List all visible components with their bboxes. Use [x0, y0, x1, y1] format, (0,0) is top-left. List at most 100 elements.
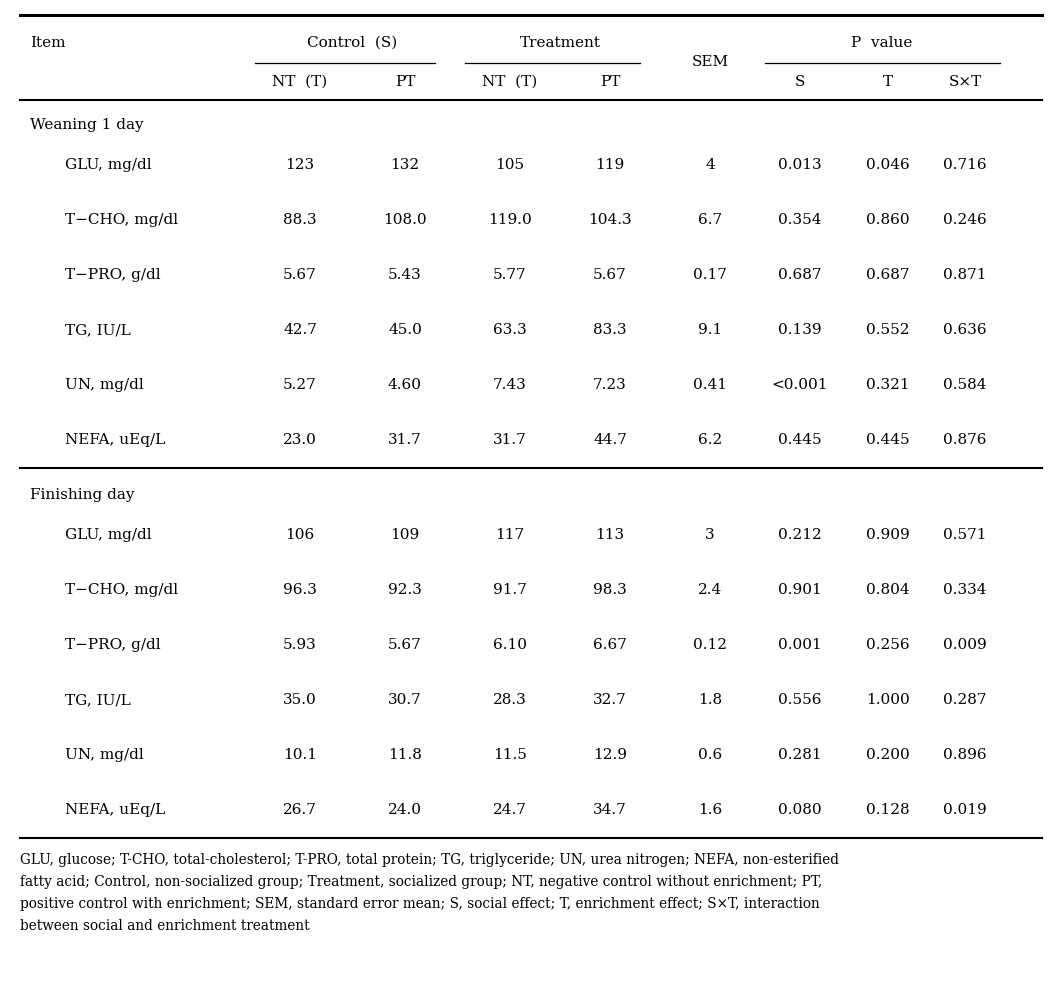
Text: NEFA, uEq/L: NEFA, uEq/L	[65, 433, 166, 447]
Text: 5.43: 5.43	[388, 268, 422, 282]
Text: 1.6: 1.6	[698, 803, 722, 817]
Text: 24.0: 24.0	[388, 803, 422, 817]
Text: 5.77: 5.77	[493, 268, 527, 282]
Text: Treatment: Treatment	[519, 36, 600, 50]
Text: 6.2: 6.2	[698, 433, 722, 447]
Text: NT  (T): NT (T)	[482, 75, 537, 89]
Text: 119: 119	[596, 158, 624, 172]
Text: PT: PT	[600, 75, 620, 89]
Text: T−CHO, mg/dl: T−CHO, mg/dl	[65, 213, 178, 227]
Text: T−CHO, mg/dl: T−CHO, mg/dl	[65, 583, 178, 597]
Text: 63.3: 63.3	[493, 323, 527, 337]
Text: T−PRO, g/dl: T−PRO, g/dl	[65, 268, 160, 282]
Text: 0.909: 0.909	[867, 528, 910, 542]
Text: 3: 3	[705, 528, 715, 542]
Text: 0.556: 0.556	[778, 693, 822, 707]
Text: 6.7: 6.7	[698, 213, 722, 227]
Text: Item: Item	[30, 36, 66, 50]
Text: 6.67: 6.67	[593, 638, 627, 652]
Text: 0.636: 0.636	[943, 323, 987, 337]
Text: between social and enrichment treatment: between social and enrichment treatment	[20, 919, 310, 933]
Text: TG, IU/L: TG, IU/L	[65, 693, 131, 707]
Text: 0.876: 0.876	[943, 433, 987, 447]
Text: T: T	[883, 75, 893, 89]
Text: 109: 109	[391, 528, 419, 542]
Text: PT: PT	[395, 75, 415, 89]
Text: GLU, mg/dl: GLU, mg/dl	[65, 158, 152, 172]
Text: GLU, glucose; T-CHO, total-cholesterol; T-PRO, total protein; TG, triglyceride; : GLU, glucose; T-CHO, total-cholesterol; …	[20, 853, 839, 867]
Text: 24.7: 24.7	[493, 803, 527, 817]
Text: 113: 113	[596, 528, 624, 542]
Text: 0.871: 0.871	[943, 268, 987, 282]
Text: 5.27: 5.27	[284, 378, 316, 392]
Text: 123: 123	[286, 158, 314, 172]
Text: 1.000: 1.000	[867, 693, 910, 707]
Text: 5.67: 5.67	[388, 638, 422, 652]
Text: 0.256: 0.256	[867, 638, 910, 652]
Text: 34.7: 34.7	[593, 803, 627, 817]
Text: 0.200: 0.200	[867, 748, 910, 762]
Text: 0.804: 0.804	[867, 583, 910, 597]
Text: 7.23: 7.23	[593, 378, 627, 392]
Text: 6.10: 6.10	[493, 638, 527, 652]
Text: 45.0: 45.0	[388, 323, 422, 337]
Text: 0.212: 0.212	[778, 528, 822, 542]
Text: 28.3: 28.3	[493, 693, 527, 707]
Text: 0.17: 0.17	[693, 268, 726, 282]
Text: 31.7: 31.7	[388, 433, 422, 447]
Text: 0.716: 0.716	[943, 158, 987, 172]
Text: TG, IU/L: TG, IU/L	[65, 323, 131, 337]
Text: UN, mg/dl: UN, mg/dl	[65, 378, 143, 392]
Text: S×T: S×T	[948, 75, 981, 89]
Text: 26.7: 26.7	[284, 803, 316, 817]
Text: fatty acid; Control, non-socialized group; Treatment, socialized group; NT, nega: fatty acid; Control, non-socialized grou…	[20, 875, 822, 889]
Text: positive control with enrichment; SEM, standard error mean; S, social effect; T,: positive control with enrichment; SEM, s…	[20, 897, 820, 911]
Text: Control  (S): Control (S)	[307, 36, 397, 50]
Text: 0.001: 0.001	[778, 638, 822, 652]
Text: 10.1: 10.1	[282, 748, 316, 762]
Text: 0.046: 0.046	[867, 158, 910, 172]
Text: 0.12: 0.12	[693, 638, 727, 652]
Text: 0.321: 0.321	[867, 378, 910, 392]
Text: 32.7: 32.7	[593, 693, 627, 707]
Text: 91.7: 91.7	[493, 583, 527, 597]
Text: T−PRO, g/dl: T−PRO, g/dl	[65, 638, 160, 652]
Text: 42.7: 42.7	[284, 323, 316, 337]
Text: 11.8: 11.8	[388, 748, 422, 762]
Text: 98.3: 98.3	[593, 583, 627, 597]
Text: 5.93: 5.93	[284, 638, 316, 652]
Text: 4: 4	[705, 158, 715, 172]
Text: 132: 132	[391, 158, 419, 172]
Text: 0.287: 0.287	[943, 693, 987, 707]
Text: 1.8: 1.8	[698, 693, 722, 707]
Text: 0.281: 0.281	[778, 748, 822, 762]
Text: GLU, mg/dl: GLU, mg/dl	[65, 528, 152, 542]
Text: 0.013: 0.013	[778, 158, 822, 172]
Text: 0.128: 0.128	[867, 803, 910, 817]
Text: 0.354: 0.354	[778, 213, 822, 227]
Text: Weaning 1 day: Weaning 1 day	[30, 118, 143, 132]
Text: 117: 117	[496, 528, 525, 542]
Text: 44.7: 44.7	[593, 433, 627, 447]
Text: 0.009: 0.009	[943, 638, 987, 652]
Text: 0.334: 0.334	[943, 583, 987, 597]
Text: 0.552: 0.552	[867, 323, 910, 337]
Text: 0.571: 0.571	[943, 528, 987, 542]
Text: P  value: P value	[852, 36, 912, 50]
Text: 0.896: 0.896	[943, 748, 987, 762]
Text: 83.3: 83.3	[594, 323, 627, 337]
Text: 104.3: 104.3	[588, 213, 632, 227]
Text: 0.445: 0.445	[867, 433, 910, 447]
Text: NT  (T): NT (T)	[272, 75, 327, 89]
Text: 92.3: 92.3	[388, 583, 422, 597]
Text: 23.0: 23.0	[284, 433, 316, 447]
Text: 0.41: 0.41	[693, 378, 727, 392]
Text: UN, mg/dl: UN, mg/dl	[65, 748, 143, 762]
Text: SEM: SEM	[691, 55, 729, 69]
Text: 0.584: 0.584	[943, 378, 987, 392]
Text: 108.0: 108.0	[383, 213, 427, 227]
Text: 0.687: 0.687	[778, 268, 822, 282]
Text: 2.4: 2.4	[698, 583, 722, 597]
Text: 30.7: 30.7	[388, 693, 422, 707]
Text: 0.246: 0.246	[943, 213, 987, 227]
